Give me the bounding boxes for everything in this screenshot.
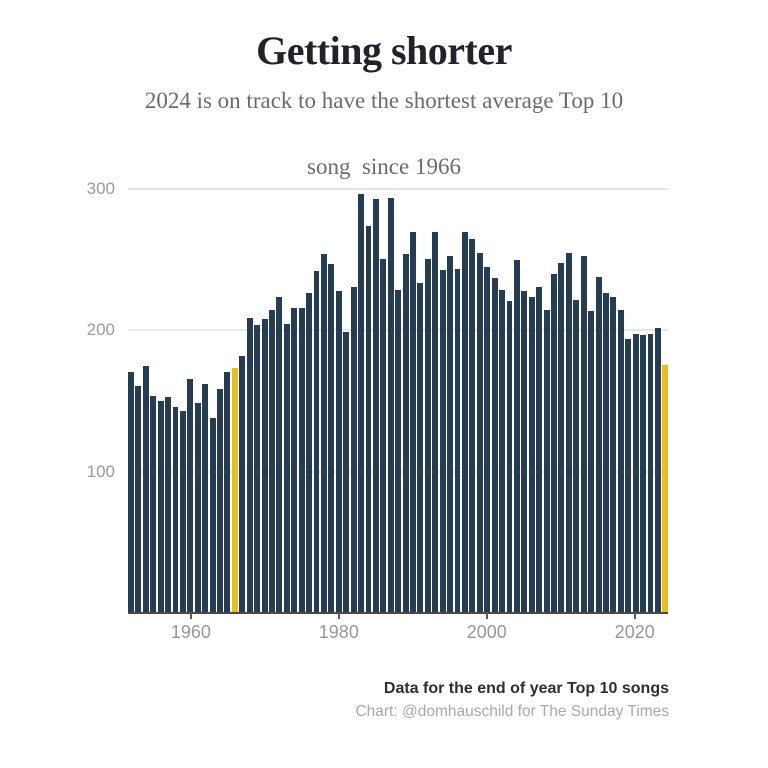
bar-2015[interactable] (595, 277, 602, 612)
bar-2013[interactable] (580, 255, 587, 612)
y-tick-label-100: 100 (86, 461, 115, 481)
bar-1972[interactable] (276, 296, 283, 612)
bar-1958[interactable] (172, 407, 179, 612)
bar-2010[interactable] (558, 262, 565, 612)
credit-line: Chart: @domhauschild for The Sunday Time… (355, 703, 669, 720)
bar-1977[interactable] (313, 271, 320, 612)
bar-1982[interactable] (350, 286, 357, 612)
bar-1968[interactable] (246, 318, 253, 612)
bar-2018[interactable] (617, 309, 624, 612)
data-note: Data for the end of year Top 10 songs (383, 680, 669, 697)
bar-1959[interactable] (179, 411, 186, 612)
x-tick-2020 (633, 612, 636, 619)
bar-1985[interactable] (372, 199, 379, 612)
bar-1960[interactable] (187, 378, 194, 612)
x-tick-label-2020: 2020 (614, 622, 655, 642)
subtitle-line-1: 2024 is on track to have the shortest av… (144, 88, 624, 113)
bar-1954[interactable] (142, 366, 149, 612)
bar-1978[interactable] (320, 254, 327, 612)
bar-1967[interactable] (239, 356, 246, 612)
bar-1956[interactable] (157, 401, 164, 612)
chart-footer: Data for the end of year Top 10 songs Ch… (355, 680, 669, 721)
bar-2004[interactable] (513, 260, 520, 612)
bar-2021[interactable] (640, 335, 647, 612)
bar-2012[interactable] (573, 299, 580, 612)
bar-1984[interactable] (365, 226, 372, 612)
x-tick-label-1960: 1960 (170, 622, 211, 642)
bar-2017[interactable] (610, 296, 617, 612)
bar-2019[interactable] (625, 339, 632, 612)
bar-2024[interactable] (662, 364, 669, 612)
bar-1981[interactable] (343, 332, 350, 612)
bar-1989[interactable] (402, 254, 409, 612)
y-axis-labels: 100 200 300 (0, 179, 122, 612)
x-tick-1960 (189, 612, 192, 619)
bar-2014[interactable] (588, 310, 595, 612)
bar-2000[interactable] (484, 267, 491, 612)
bar-2006[interactable] (528, 296, 535, 612)
bar-2016[interactable] (603, 292, 609, 612)
bar-1996[interactable] (454, 268, 461, 612)
x-tick-label-1980: 1980 (318, 622, 359, 642)
bar-2020[interactable] (632, 333, 639, 612)
bar-1992[interactable] (424, 258, 431, 612)
bar-1998[interactable] (469, 238, 476, 612)
bar-1976[interactable] (306, 292, 313, 612)
bar-1979[interactable] (328, 264, 335, 612)
bar-1955[interactable] (150, 395, 157, 612)
x-tick-label-2000: 2000 (466, 622, 507, 642)
bar-2002[interactable] (499, 289, 506, 612)
bar-1997[interactable] (461, 231, 468, 612)
y-tick-label-200: 200 (86, 320, 115, 340)
bar-1988[interactable] (395, 289, 402, 612)
bar-1994[interactable] (439, 269, 446, 612)
page-title: Getting shorter (256, 28, 512, 73)
bar-2022[interactable] (647, 333, 654, 612)
bar-1957[interactable] (165, 397, 172, 612)
chart-subtitle: 2024 is on track to have the shortest av… (64, 84, 704, 183)
bars-container (128, 188, 669, 612)
bar-1963[interactable] (209, 418, 216, 612)
gridline-300 (128, 188, 668, 190)
bar-1971[interactable] (269, 309, 275, 612)
bar-1993[interactable] (432, 231, 439, 612)
bar-2008[interactable] (543, 309, 550, 612)
bar-1961[interactable] (194, 402, 201, 612)
bar-1991[interactable] (417, 282, 424, 612)
bar-chart-plot-area: 1960 1980 2000 2020 (128, 188, 669, 642)
subtitle-line-2: song since 1966 (307, 154, 461, 179)
bar-1973[interactable] (283, 323, 290, 612)
bar-1999[interactable] (476, 253, 483, 612)
bar-1986[interactable] (380, 258, 387, 612)
bar-1966[interactable] (231, 367, 238, 612)
x-tick-2000 (485, 612, 488, 619)
bar-2003[interactable] (506, 301, 513, 612)
bar-2007[interactable] (536, 286, 543, 612)
bar-1975[interactable] (298, 308, 305, 612)
bar-2001[interactable] (491, 278, 498, 612)
bar-2011[interactable] (565, 253, 572, 612)
bar-1953[interactable] (135, 385, 142, 612)
bar-1995[interactable] (447, 255, 454, 612)
bar-2005[interactable] (521, 291, 528, 612)
bar-1970[interactable] (261, 319, 268, 612)
y-tick-label-300: 300 (86, 179, 115, 198)
bar-1974[interactable] (291, 308, 298, 612)
x-tick-1980 (337, 612, 340, 619)
bar-1980[interactable] (335, 291, 342, 612)
bar-1965[interactable] (224, 371, 231, 612)
bar-1969[interactable] (254, 325, 261, 612)
bar-2023[interactable] (654, 327, 661, 612)
bar-1983[interactable] (358, 193, 364, 612)
bar-1962[interactable] (202, 384, 209, 612)
bar-1987[interactable] (387, 197, 394, 612)
bar-1952[interactable] (128, 371, 134, 612)
bar-2009[interactable] (551, 274, 557, 612)
bar-1964[interactable] (217, 388, 223, 612)
bar-1990[interactable] (410, 231, 416, 612)
x-axis-line (128, 612, 668, 614)
